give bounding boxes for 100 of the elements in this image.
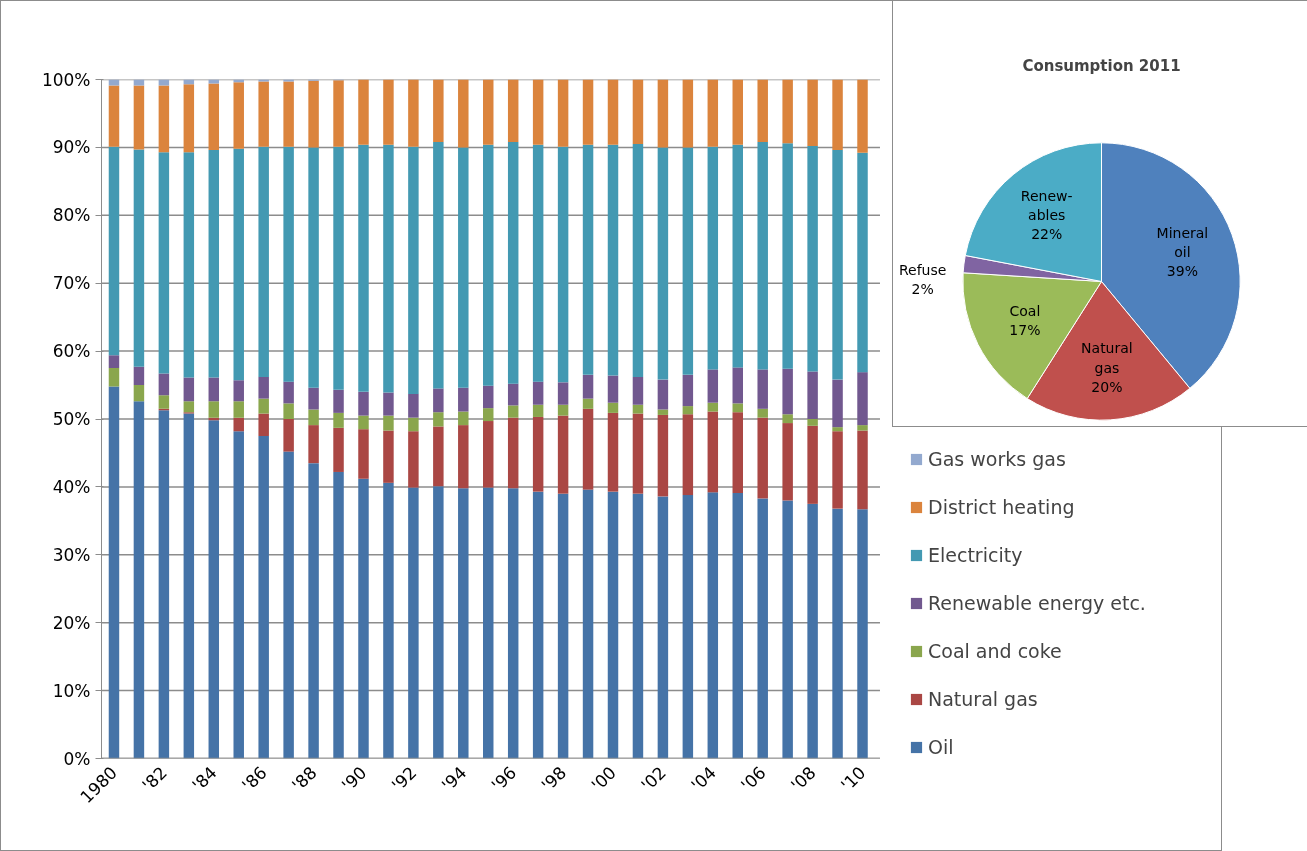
bar: [283, 79, 294, 82]
bar: [807, 503, 818, 759]
y-tick-label: 40%: [52, 476, 91, 497]
legend-label: Renewable energy etc.: [928, 592, 1146, 614]
x-tick-label: '08: [786, 762, 820, 796]
bar: [857, 509, 868, 759]
bar: [807, 79, 818, 147]
bar: [433, 79, 444, 142]
bar: [632, 144, 644, 377]
bar: [433, 486, 444, 759]
bar: [333, 80, 344, 147]
bar: [657, 496, 669, 759]
bar: [607, 491, 619, 759]
bar: [832, 379, 843, 428]
bar: [308, 147, 319, 388]
bar: [832, 427, 843, 432]
bar: [782, 368, 793, 415]
bar: [757, 79, 768, 142]
legend-label: Gas works gas: [928, 448, 1066, 470]
bar: [408, 393, 419, 418]
y-tick-label: 60%: [52, 341, 91, 362]
bar: [208, 377, 220, 402]
bar: [832, 508, 843, 759]
bar: [433, 412, 444, 427]
x-tick-label: '02: [637, 762, 670, 796]
bar: [532, 416, 544, 492]
bar: [258, 435, 269, 759]
slice-label: Mineral oil: [1156, 225, 1209, 261]
bar: [108, 85, 120, 147]
bar: [483, 144, 494, 386]
x-tick-label: '10: [836, 762, 870, 796]
bar: [458, 425, 469, 489]
bar: [657, 79, 669, 148]
bar: [333, 412, 344, 428]
x-tick-label: '96: [487, 762, 521, 796]
bar: [408, 431, 419, 488]
bar: [408, 417, 419, 432]
x-tick-label: '04: [687, 762, 720, 796]
bar: [682, 495, 694, 759]
y-tick-label: 30%: [52, 544, 91, 565]
bar: [732, 144, 743, 368]
bar: [507, 488, 519, 759]
bar: [433, 426, 444, 487]
bar: [383, 415, 394, 431]
bar: [682, 414, 694, 496]
legend-label: District heating: [928, 496, 1075, 518]
bar: [532, 404, 544, 417]
bar: [233, 431, 244, 759]
bar: [383, 482, 394, 759]
bar: [857, 79, 868, 153]
bar: [258, 81, 269, 147]
bar: [133, 366, 145, 386]
x-tick-label: '94: [437, 762, 471, 796]
bar: [133, 79, 145, 86]
bar: [582, 408, 594, 490]
bar: [108, 355, 120, 369]
bar: [632, 404, 644, 414]
slice-label: Natural gas: [1081, 340, 1133, 376]
bar: [233, 82, 244, 149]
bar: [258, 413, 269, 436]
slice-label: Coal: [1009, 303, 1041, 320]
bar: [782, 414, 793, 424]
bar: [532, 144, 544, 382]
bar: [183, 152, 195, 378]
bar: [732, 79, 743, 145]
bar: [557, 146, 569, 383]
bar: [632, 493, 644, 759]
bar: [732, 403, 743, 413]
bar: [632, 413, 644, 494]
bar: [557, 382, 569, 405]
bar: [757, 141, 768, 370]
bar: [532, 79, 544, 145]
bar: [782, 79, 793, 144]
bar: [483, 421, 494, 488]
bar: [208, 401, 220, 418]
legend-label: Coal and coke: [928, 640, 1062, 662]
bar: [158, 373, 170, 396]
bar: [682, 406, 694, 415]
bar: [183, 413, 195, 759]
bar: [458, 79, 469, 148]
bar: [757, 417, 768, 499]
y-tick-label: 80%: [52, 205, 91, 226]
bar: [607, 402, 619, 413]
bar: [632, 79, 644, 145]
bar: [832, 431, 843, 509]
bar: [333, 427, 344, 472]
bar: [807, 371, 818, 419]
bar: [458, 488, 469, 759]
x-tick-label: '98: [537, 762, 571, 796]
bar: [682, 147, 694, 375]
bar: [483, 408, 494, 422]
bar: [782, 423, 793, 501]
x-tick-label: '00: [587, 762, 621, 796]
bar: [133, 401, 145, 759]
y-tick-label: 90%: [52, 137, 91, 158]
bar: [108, 146, 120, 356]
bar: [133, 85, 145, 150]
legend-label: Electricity: [928, 544, 1023, 566]
y-tick-label: 100%: [41, 69, 91, 90]
legend-label: Oil: [928, 736, 954, 758]
